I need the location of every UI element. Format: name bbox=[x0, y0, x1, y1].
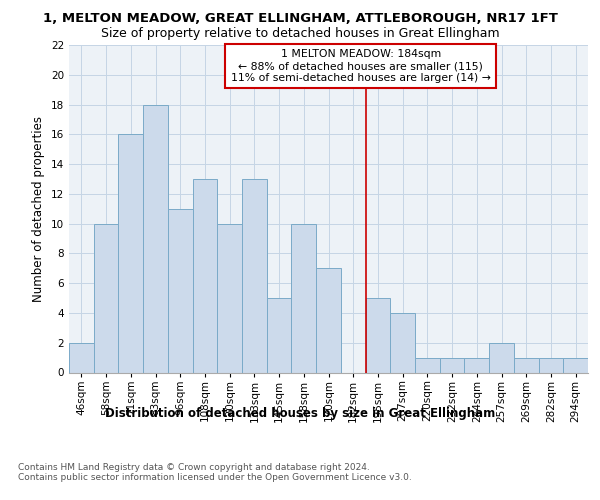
Bar bbox=[563, 358, 588, 372]
Text: Size of property relative to detached houses in Great Ellingham: Size of property relative to detached ho… bbox=[101, 28, 499, 40]
Bar bbox=[118, 134, 143, 372]
Bar bbox=[415, 358, 440, 372]
Bar bbox=[539, 358, 563, 372]
Text: 1, MELTON MEADOW, GREAT ELLINGHAM, ATTLEBOROUGH, NR17 1FT: 1, MELTON MEADOW, GREAT ELLINGHAM, ATTLE… bbox=[43, 12, 557, 26]
Bar bbox=[390, 313, 415, 372]
Bar bbox=[267, 298, 292, 372]
Text: 1 MELTON MEADOW: 184sqm
← 88% of detached houses are smaller (115)
11% of semi-d: 1 MELTON MEADOW: 184sqm ← 88% of detache… bbox=[230, 50, 491, 82]
Text: Distribution of detached houses by size in Great Ellingham: Distribution of detached houses by size … bbox=[105, 408, 495, 420]
Bar bbox=[193, 179, 217, 372]
Y-axis label: Number of detached properties: Number of detached properties bbox=[32, 116, 46, 302]
Bar bbox=[292, 224, 316, 372]
Bar bbox=[143, 104, 168, 372]
Bar bbox=[94, 224, 118, 372]
Bar bbox=[464, 358, 489, 372]
Bar bbox=[69, 342, 94, 372]
Bar bbox=[217, 224, 242, 372]
Bar bbox=[365, 298, 390, 372]
Bar bbox=[316, 268, 341, 372]
Bar bbox=[440, 358, 464, 372]
Bar bbox=[514, 358, 539, 372]
Text: Contains HM Land Registry data © Crown copyright and database right 2024.
Contai: Contains HM Land Registry data © Crown c… bbox=[18, 462, 412, 482]
Bar bbox=[489, 342, 514, 372]
Bar bbox=[242, 179, 267, 372]
Bar bbox=[168, 209, 193, 372]
